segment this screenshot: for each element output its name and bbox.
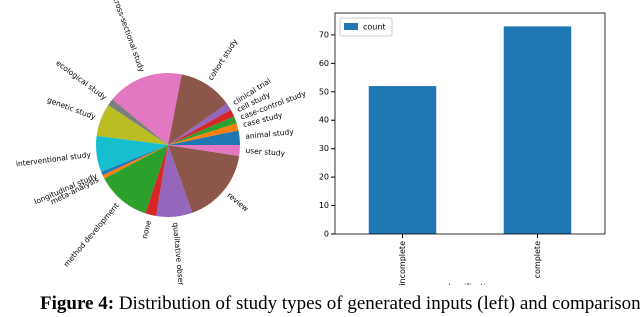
x-axis-label: classification	[444, 283, 496, 286]
legend-label: count	[363, 23, 386, 32]
caption-text: Distribution of study types of generated…	[118, 293, 640, 314]
y-tick-label: 20	[319, 173, 329, 182]
legend-box	[339, 17, 393, 37]
pie-slice	[101, 145, 168, 176]
pie-slice	[156, 145, 193, 217]
slice-label: ecological study	[54, 58, 109, 102]
pie-slice	[108, 99, 168, 145]
slice-label: cohort study	[206, 37, 240, 82]
pie-slice	[95, 135, 168, 172]
bar	[368, 86, 437, 234]
pie-slice	[168, 109, 235, 145]
pie-slice	[96, 105, 168, 145]
slice-label: none	[140, 219, 153, 240]
slice-label: user study	[245, 146, 286, 158]
slice-label: animal study	[245, 127, 295, 141]
pie-slice	[168, 123, 239, 145]
pie-slice	[168, 74, 227, 145]
slice-label: cross-sectional study	[111, 0, 146, 74]
caption-label: Figure 4:	[40, 293, 115, 314]
pie-slice	[168, 130, 240, 145]
pie-slice	[102, 145, 168, 179]
slice-label: genetic study	[46, 95, 98, 122]
slice-label: longitudinal study	[33, 171, 99, 206]
legend-swatch	[344, 23, 358, 30]
y-tick-label: 10	[319, 201, 329, 210]
y-tick-label: 30	[319, 144, 329, 153]
pie-slice	[145, 145, 168, 217]
pie-slice	[168, 145, 240, 213]
y-tick-label: 70	[319, 30, 329, 39]
pie-slice	[168, 116, 237, 145]
pie-slice	[168, 145, 240, 156]
axes-frame	[334, 12, 606, 235]
slice-label: qualitative observational	[171, 222, 188, 285]
y-tick-label: 0	[324, 230, 329, 239]
slice-label: review	[225, 191, 250, 214]
y-tick-label: 60	[319, 59, 329, 68]
pie-slice	[112, 73, 182, 145]
x-tick-label: incomplete	[398, 241, 407, 285]
pie-slice	[168, 103, 231, 145]
y-tick-label: 50	[319, 87, 329, 96]
y-tick-label: 40	[319, 116, 329, 125]
slice-label: method development	[62, 201, 121, 269]
caption: Figure 4: Distribution of study types of…	[40, 293, 640, 315]
bar-chart: 0 10 20 30 40 50 60 70 incomplete complete classif…	[319, 12, 606, 286]
slice-label: interventional study	[15, 150, 92, 169]
x-tick-label: complete	[533, 241, 542, 278]
bar	[503, 26, 572, 234]
pie-slice	[104, 145, 168, 214]
